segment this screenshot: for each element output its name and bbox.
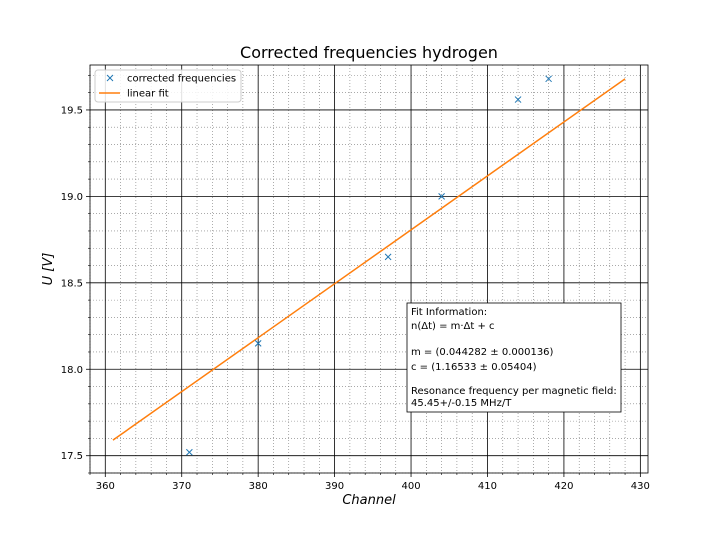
y-tick-label: 18.0: [61, 365, 83, 376]
linear-fit-line: [112, 78, 626, 441]
data-point: [438, 193, 445, 200]
info-line: n(Δt) = m·Δt + c: [411, 321, 495, 332]
y-tick-label: 17.5: [61, 451, 83, 462]
data-point: [545, 75, 552, 83]
legend-label-line: linear fit: [127, 89, 169, 100]
info-box-frame: [406, 302, 622, 413]
chart-title: Corrected frequencies hydrogen: [240, 43, 498, 62]
legend-label-scatter: corrected frequencies: [127, 74, 236, 85]
y-axis-label: U [V]: [41, 253, 56, 286]
ticks: 360 370 380 390 400 410 420 430 17.5 18.0 18.5 19.0…: [61, 75, 650, 492]
info-line: c = (1.16533 ± 0.05404): [411, 362, 537, 373]
info-line: Resonance frequency per magnetic field:: [411, 386, 617, 397]
x-tick-label: 420: [554, 481, 573, 492]
x-tick-label: 380: [249, 481, 268, 492]
series-layer: [112, 75, 626, 456]
data-point: [254, 339, 262, 347]
axes-frame: [89, 64, 649, 474]
y-tick-label: 18.5: [61, 278, 83, 289]
x-tick-label: 390: [325, 481, 344, 492]
data-point: [514, 96, 522, 103]
x-tick-label: 430: [631, 481, 650, 492]
data-point: [186, 448, 193, 456]
x-tick-label: 370: [172, 481, 191, 492]
fit-info-box: Fit Information: n(Δt) = m·Δt + c m = (0.0…: [406, 302, 622, 413]
y-tick-label: 19.0: [61, 192, 83, 203]
y-tick-label: 19.5: [61, 105, 83, 116]
legend-frame: [94, 69, 242, 103]
major-grid: [90, 65, 648, 473]
legend-marker-scatter: [106, 74, 114, 82]
info-line: m = (0.044282 ± 0.000136): [411, 347, 554, 358]
info-line: Fit Information:: [411, 307, 487, 318]
info-line: 45.45+/-0.15 MHz/T: [411, 398, 512, 409]
x-axis-label: Channel: [342, 493, 396, 508]
x-tick-label: 410: [478, 481, 497, 492]
data-point: [384, 253, 392, 261]
x-tick-label: 360: [96, 481, 115, 492]
x-tick-label: 400: [401, 481, 420, 492]
legend: corrected frequencies linear fit: [94, 69, 242, 103]
